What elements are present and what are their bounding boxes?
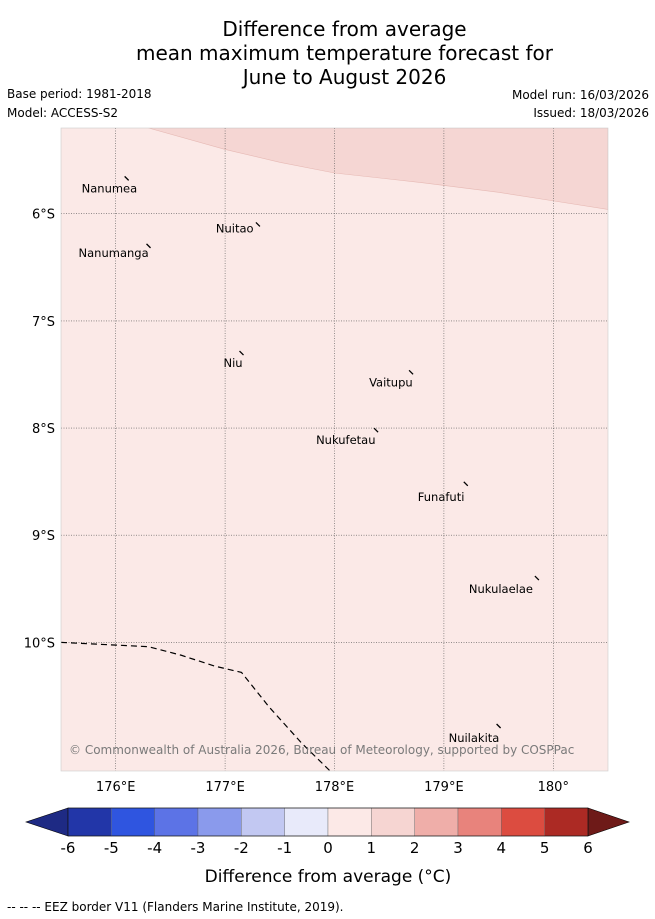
island-label: Nuitao xyxy=(216,221,254,235)
island-label: Nukulaelae xyxy=(469,582,533,596)
colorbar-tick-label: 5 xyxy=(540,839,550,857)
colorbar-segment xyxy=(154,807,199,837)
eez-footnote: -- -- -- EEZ border V11 (Flanders Marine… xyxy=(7,900,344,914)
island-shape xyxy=(373,427,379,433)
base-period-label: Base period: 1981-2018 xyxy=(7,87,152,101)
warm-anomaly-zone xyxy=(148,128,608,210)
colorbar-segment xyxy=(501,807,545,837)
colorbar-segment xyxy=(544,807,589,837)
island-shape xyxy=(534,575,540,581)
colorbar-segment xyxy=(457,807,502,837)
colorbar-over-arrow xyxy=(587,807,630,837)
colorbar-tick-label: 2 xyxy=(410,839,420,857)
plot-frame xyxy=(60,127,609,772)
colorbar: -6 -5 -4 -3 -2 -1 0 1 2 3 4 5 6 xyxy=(25,807,630,857)
colorbar-tick-label: 4 xyxy=(497,839,507,857)
island-shape xyxy=(124,175,130,181)
colorbar-tick-label: -6 xyxy=(61,839,76,857)
colorbar-label: Difference from average (°C) xyxy=(205,867,452,887)
latitude-tick-label: 6°S xyxy=(32,208,55,223)
longitude-tick-label: 176°E xyxy=(96,780,136,795)
latitude-tick-label: 9°S xyxy=(32,529,55,544)
colorbar-tick-label: -2 xyxy=(234,839,249,857)
axis-labels: 176°E 177°E 178°E 179°E 180° 6°S 7°S 8°S 9°S 10°S xyxy=(24,208,569,795)
colorbar-frame xyxy=(67,807,589,837)
island-label: Vaitupu xyxy=(369,375,413,389)
island-shape xyxy=(146,243,151,249)
latitude-tick-label: 7°S xyxy=(32,315,55,330)
colorbar-segment xyxy=(371,807,415,837)
chart-title-line-1: Difference from average xyxy=(222,17,467,41)
colorbar-tick-label: -5 xyxy=(104,839,119,857)
colorbar-tick-label: 1 xyxy=(367,839,377,857)
longitude-tick-label: 179°E xyxy=(424,780,464,795)
model-label: Model: ACCESS-S2 xyxy=(7,106,119,120)
colorbar-under-arrow xyxy=(25,807,69,837)
colorbar-segment xyxy=(414,807,459,837)
colorbar-tick-label: -1 xyxy=(277,839,292,857)
island-label: Niu xyxy=(224,356,243,370)
eez-border-line xyxy=(61,641,331,771)
base-anomaly-fill xyxy=(61,128,608,771)
island-label: Nanumanga xyxy=(79,246,149,260)
colorbar-segment xyxy=(197,807,242,837)
longitude-tick-label: 177°E xyxy=(205,780,245,795)
colorbar-tick-label: 3 xyxy=(453,839,463,857)
longitude-tick-label: 180° xyxy=(538,780,569,795)
colorbar-segment xyxy=(111,807,155,837)
colorbar-segment xyxy=(67,807,112,837)
island-shape xyxy=(496,723,502,729)
colorbar-segment xyxy=(241,807,285,837)
latitude-tick-label: 8°S xyxy=(32,422,55,437)
colorbar-tick-label: -4 xyxy=(147,839,162,857)
colorbar-tick-label: 6 xyxy=(583,839,593,857)
colorbar-segment xyxy=(284,807,329,837)
colorbar-tick-label: -3 xyxy=(191,839,206,857)
longitude-tick-label: 178°E xyxy=(315,780,355,795)
island-label: Nuilakita xyxy=(449,731,500,745)
chart-title-line-3: June to August 2026 xyxy=(242,65,447,89)
copyright-notice: © Commonwealth of Australia 2026, Bureau… xyxy=(69,743,574,757)
island-label: Nanumea xyxy=(82,181,138,195)
island-shape xyxy=(255,221,261,227)
colorbar-tick-label: 0 xyxy=(323,839,333,857)
model-run-label: Model run: 16/03/2026 xyxy=(511,88,649,102)
islands: Nanumea Nuitao Nanumanga Niu Vaitupu Nukufeta… xyxy=(79,175,540,745)
issued-label: Issued: 18/03/2026 xyxy=(533,106,649,120)
island-label: Funafuti xyxy=(418,490,465,504)
latitude-tick-label: 10°S xyxy=(24,636,55,651)
chart-title-line-2: mean maximum temperature forecast for xyxy=(135,41,553,65)
island-label: Nukufetau xyxy=(316,433,375,447)
map-plot-area: Nanumea Nuitao Nanumanga Niu Vaitupu Nukufeta… xyxy=(61,128,608,771)
colorbar-segment xyxy=(327,807,372,837)
island-shape xyxy=(463,481,469,487)
graticule xyxy=(61,128,608,771)
island-shape xyxy=(408,369,414,375)
island-shape xyxy=(239,350,244,356)
